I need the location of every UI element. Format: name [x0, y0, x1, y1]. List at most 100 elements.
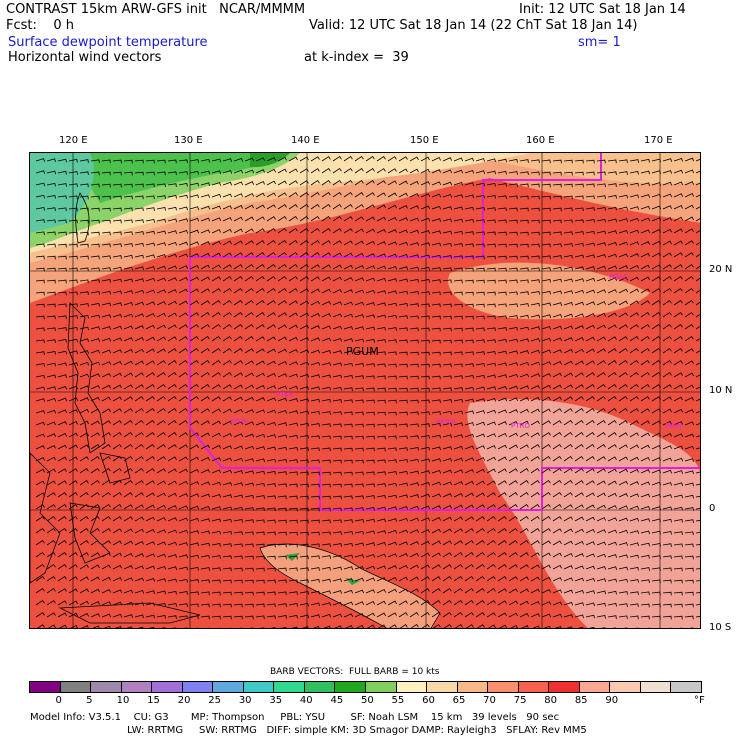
wind-barb — [266, 240, 276, 246]
wind-barb — [35, 433, 45, 438]
wind-barb — [497, 504, 507, 510]
wind-barb — [684, 531, 694, 536]
wind-barb — [376, 216, 386, 222]
wind-barb — [563, 420, 573, 426]
wind-barb — [497, 195, 507, 200]
wind-barb — [90, 195, 100, 200]
wind-barb — [46, 421, 56, 426]
wind-barb — [35, 445, 45, 450]
wind-barb — [629, 554, 639, 559]
wind-barb — [178, 432, 188, 438]
wind-barb — [629, 264, 639, 270]
wind-barb — [387, 435, 397, 440]
wind-barb — [387, 192, 397, 198]
wind-barb — [343, 507, 353, 512]
wind-barb — [79, 279, 89, 284]
wind-barb — [112, 408, 122, 414]
wind-barb — [57, 315, 67, 320]
wind-barb — [200, 182, 210, 187]
wind-barb — [684, 543, 694, 548]
wind-barb — [409, 517, 419, 522]
wind-barb — [651, 591, 661, 596]
wind-barb — [420, 481, 430, 486]
wind-barb — [585, 468, 595, 474]
wind-barb — [420, 205, 431, 210]
wind-barb — [453, 303, 463, 308]
wind-barb — [552, 183, 562, 188]
wind-barb — [137, 626, 144, 628]
wind-barb — [684, 287, 694, 294]
wind-barb — [662, 469, 672, 474]
wind-barb — [332, 216, 342, 222]
wind-barb — [79, 612, 89, 618]
wind-barb — [541, 552, 551, 558]
wind-barb — [607, 615, 617, 619]
wind-barb — [266, 458, 276, 463]
wind-barb — [508, 588, 518, 594]
wind-barb — [662, 555, 672, 560]
wind-barb — [211, 408, 221, 414]
wind-barb — [343, 519, 353, 523]
wind-barb — [310, 349, 320, 354]
wind-barb — [629, 324, 639, 330]
wind-barb — [79, 515, 89, 522]
wind-barb — [673, 384, 683, 390]
wind-barb — [618, 456, 628, 462]
wind-barb — [387, 612, 397, 618]
wind-barb — [112, 255, 122, 259]
wind-barb — [387, 168, 397, 174]
wind-barb — [596, 242, 606, 247]
wind-barb — [431, 516, 441, 522]
wind-barb — [134, 504, 144, 510]
wind-barb — [332, 423, 342, 428]
wind-barb — [442, 303, 452, 308]
wind-barb — [640, 335, 650, 342]
station-label: PKMJ — [665, 422, 682, 430]
wind-barb — [178, 241, 188, 246]
wind-barb — [464, 327, 474, 332]
wind-barb — [695, 568, 700, 570]
wind-barb — [244, 519, 254, 523]
wind-barb — [365, 351, 375, 355]
wind-barb — [354, 277, 365, 282]
wind-barb — [574, 336, 584, 342]
wind-barb — [585, 219, 595, 223]
wind-barb — [398, 241, 408, 246]
wind-barb — [563, 183, 573, 188]
lon-label: 170 E — [644, 135, 673, 146]
wind-barb — [178, 253, 188, 258]
wind-barb — [354, 519, 364, 523]
wind-barb — [519, 267, 529, 272]
wind-barb — [145, 528, 155, 534]
wind-barb — [310, 567, 320, 571]
wind-barb — [684, 299, 694, 306]
wind-barb — [497, 492, 507, 498]
wind-barb — [376, 387, 386, 392]
wind-barb — [486, 480, 496, 486]
wind-barb — [398, 180, 408, 186]
wind-barb — [662, 531, 672, 535]
wind-barb — [288, 434, 298, 439]
wind-barb — [46, 480, 56, 486]
wind-barb — [464, 243, 474, 248]
wind-barb — [101, 503, 111, 510]
wind-barb — [145, 443, 155, 450]
wind-barb — [57, 468, 67, 474]
wind-barb — [508, 362, 518, 366]
wind-barb — [387, 529, 397, 534]
wind-barb — [376, 588, 386, 594]
wind-barb — [321, 362, 331, 366]
wind-barb — [310, 276, 320, 282]
wind-barb — [508, 456, 518, 462]
wind-barb — [145, 242, 155, 247]
wind-barb — [552, 443, 562, 450]
wind-barb — [420, 446, 430, 451]
wind-barb — [453, 387, 463, 391]
wind-barb — [596, 615, 606, 619]
wind-barb — [409, 156, 419, 162]
wind-barb — [508, 158, 518, 163]
wind-barb — [244, 591, 254, 596]
wind-barb — [299, 373, 309, 378]
wind-barb — [288, 385, 298, 390]
wind-barb — [585, 419, 595, 426]
